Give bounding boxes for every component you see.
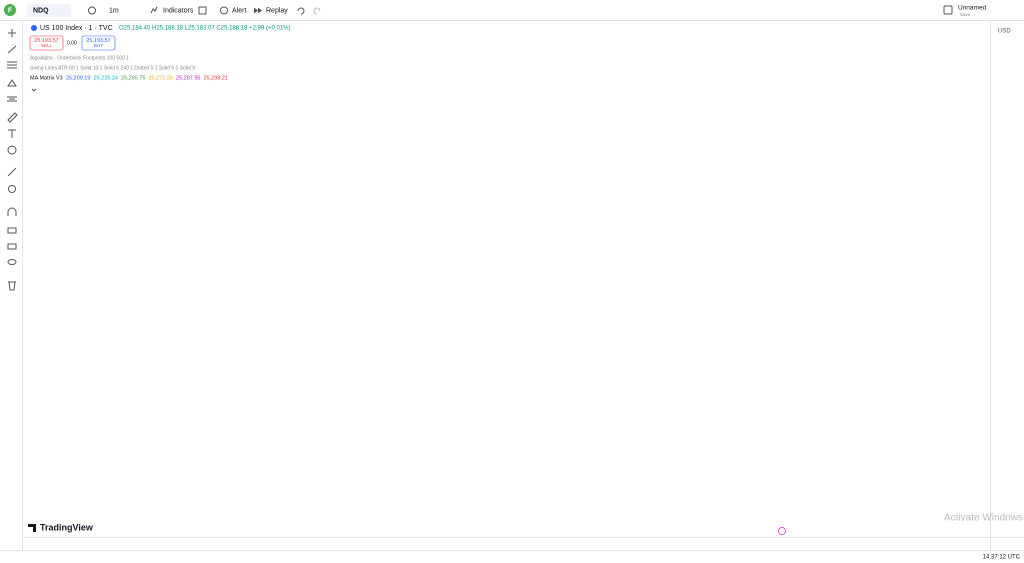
interval[interactable]: 1m [109, 7, 119, 14]
ruler-tool[interactable] [7, 167, 17, 177]
event-marker[interactable] [778, 527, 786, 535]
save-label[interactable]: Save [960, 12, 971, 17]
buy-price: 25,193.57 [86, 38, 110, 44]
legend-collapse[interactable] [31, 88, 37, 92]
clock: 14:37:12 UTC [983, 555, 1021, 561]
undo-icon[interactable] [297, 7, 305, 15]
symbol-icon [31, 25, 37, 31]
bottom-bar [0, 550, 1024, 563]
ma-value: 25,298.21 [204, 75, 228, 81]
layout-name[interactable]: Unnamed [958, 5, 987, 12]
fib-tool[interactable] [7, 61, 17, 69]
top-bar [0, 0, 1024, 20]
alert-button[interactable]: Alert [232, 7, 246, 14]
buy-label: BUY [94, 43, 103, 48]
ma-value: 25,271.26 [149, 75, 173, 81]
layouts-icon[interactable] [198, 6, 207, 15]
forecast-tool[interactable] [7, 96, 17, 102]
activation-watermark: Activate Windows [944, 513, 1023, 524]
sell-button[interactable] [29, 35, 64, 51]
layout-checkbox[interactable] [943, 5, 953, 15]
lock-all-tool[interactable] [7, 243, 17, 250]
add-symbol-icon[interactable] [88, 6, 96, 15]
lock-tool[interactable] [7, 227, 17, 234]
spread: 0.00 [67, 40, 77, 46]
avatar-letter: F [8, 7, 13, 14]
crosshair-tool[interactable] [8, 29, 16, 37]
indicator-name[interactable]: AlgoAlpha - Orderblock Footprints 100 50… [30, 55, 129, 61]
visibility-tool[interactable] [7, 259, 17, 265]
currency[interactable]: USD [998, 29, 1011, 35]
delete-tool[interactable] [8, 281, 16, 291]
trendline-tool[interactable] [7, 45, 17, 54]
ohlc: O25,184.40 H25,188.18 L25,182.07 C25,188… [119, 26, 290, 32]
sell-label: SELL [41, 43, 53, 48]
tv-logo: TradingView [40, 522, 94, 532]
symbol-search[interactable] [27, 4, 71, 17]
magnet-tool[interactable] [7, 207, 17, 216]
plot-area[interactable] [23, 21, 990, 537]
ma-value: 25,226.24 [94, 75, 118, 81]
zoom-tool[interactable] [8, 185, 16, 193]
indicators-icon [150, 6, 158, 14]
avatar[interactable] [4, 4, 16, 16]
redo-icon[interactable] [313, 7, 321, 15]
left-toolbar [0, 21, 22, 550]
pattern-tool[interactable] [7, 79, 17, 87]
ma-value: 25,265.75 [121, 75, 145, 81]
symbol: NDQ [33, 7, 49, 14]
tv-logo-mark [28, 524, 36, 532]
replay-icon [254, 7, 262, 14]
ma-value: 25,209.19 [66, 75, 90, 81]
legend: US 100 Index · 1 · TVC O25,184.40 H25,18… [29, 25, 290, 92]
ma-value: 25,287.95 [176, 75, 200, 81]
replay-button[interactable]: Replay [266, 7, 288, 14]
emoji-tool[interactable] [7, 145, 17, 155]
ma-indicator-name[interactable]: MA Matrix V3 [30, 75, 63, 81]
indicator-name[interactable]: Swing Lines ATR 60 1 Solid 10 1 Solid 5 … [30, 65, 195, 71]
indicators-button[interactable]: Indicators [163, 7, 194, 14]
buy-button[interactable] [81, 35, 116, 51]
text-tool[interactable] [8, 129, 16, 138]
instrument[interactable]: US 100 Index · 1 · TVC [40, 25, 113, 32]
brush-tool[interactable] [7, 112, 18, 123]
sell-price: 25,193.57 [34, 38, 58, 44]
drawing-tools [7, 29, 18, 291]
alert-icon [220, 6, 228, 15]
